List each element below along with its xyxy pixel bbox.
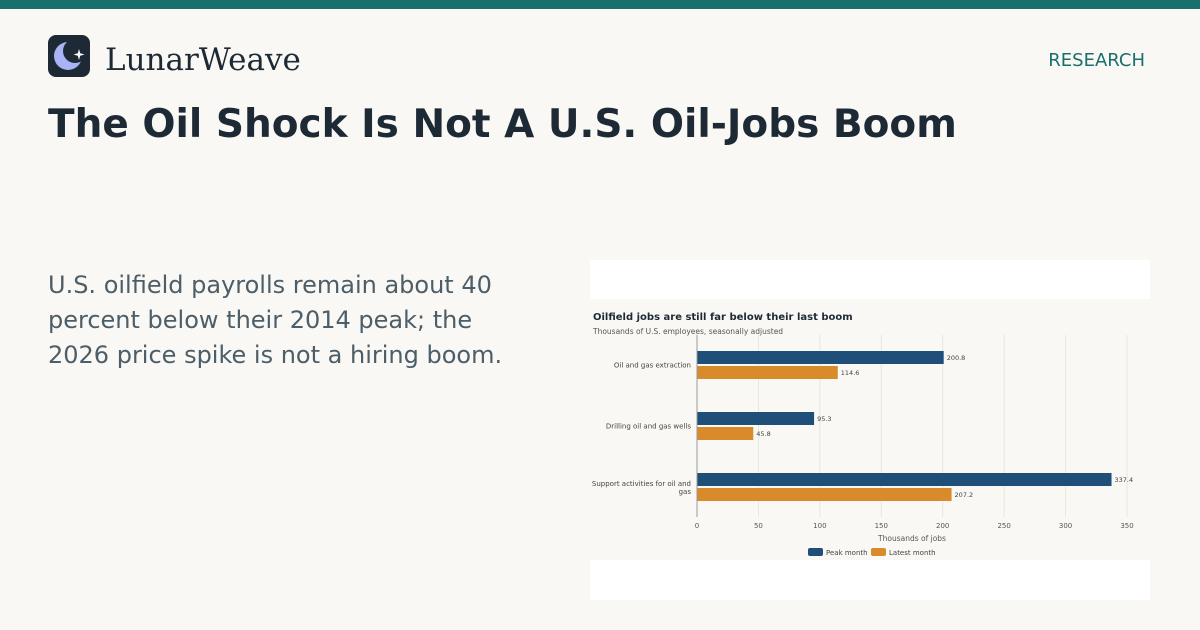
bar-value-label: 200.8 xyxy=(947,354,966,362)
legend-swatch xyxy=(871,548,886,556)
x-tick-label: 50 xyxy=(754,522,763,530)
chart-title: Oilfield jobs are still far below their … xyxy=(593,312,853,323)
legend-label: Peak month xyxy=(826,549,868,557)
bar-value-label: 114.6 xyxy=(841,369,860,377)
x-tick-label: 100 xyxy=(813,522,826,530)
chart-subtitle: Thousands of U.S. employees, seasonally … xyxy=(592,327,783,336)
bar-peak[interactable] xyxy=(697,412,815,425)
x-tick-label: 150 xyxy=(875,522,888,530)
x-tick-label: 300 xyxy=(1059,522,1072,530)
legend-swatch xyxy=(808,548,823,556)
brand-name[interactable]: LunarWeave xyxy=(105,42,301,78)
bar-latest[interactable] xyxy=(697,488,952,501)
chart-card: Oilfield jobs are still far below their … xyxy=(590,260,1150,600)
legend-label: Latest month xyxy=(889,549,936,557)
x-axis-label: Thousands of jobs xyxy=(877,534,946,543)
bar-value-label: 207.2 xyxy=(955,491,974,499)
brand-logo[interactable] xyxy=(48,35,90,77)
bar-latest[interactable] xyxy=(697,366,838,379)
headline: The Oil Shock Is Not A U.S. Oil-Jobs Boo… xyxy=(48,102,957,147)
bar-peak[interactable] xyxy=(697,473,1112,486)
category-label: Oil and gas extraction xyxy=(614,362,691,370)
section-label[interactable]: RESEARCH xyxy=(1048,50,1145,71)
bar-chart: Oilfield jobs are still far below their … xyxy=(590,299,1150,560)
bar-value-label: 45.8 xyxy=(756,430,770,438)
deck-text: U.S. oilfield payrolls remain about 40 p… xyxy=(48,271,503,369)
crescent-moon-star-icon xyxy=(54,39,87,70)
bar-latest[interactable] xyxy=(697,427,754,440)
x-tick-label: 0 xyxy=(695,522,699,530)
x-tick-label: 350 xyxy=(1120,522,1133,530)
bar-value-label: 337.4 xyxy=(1115,476,1134,484)
chart-plot-background xyxy=(590,299,1150,560)
bar-peak[interactable] xyxy=(697,351,944,364)
x-tick-label: 200 xyxy=(936,522,949,530)
top-accent-bar xyxy=(0,0,1200,9)
category-label: Drilling oil and gas wells xyxy=(606,423,691,431)
category-label: Support activities for oil and gas xyxy=(592,480,691,496)
x-tick-label: 250 xyxy=(997,522,1010,530)
bar-value-label: 95.3 xyxy=(817,415,831,423)
